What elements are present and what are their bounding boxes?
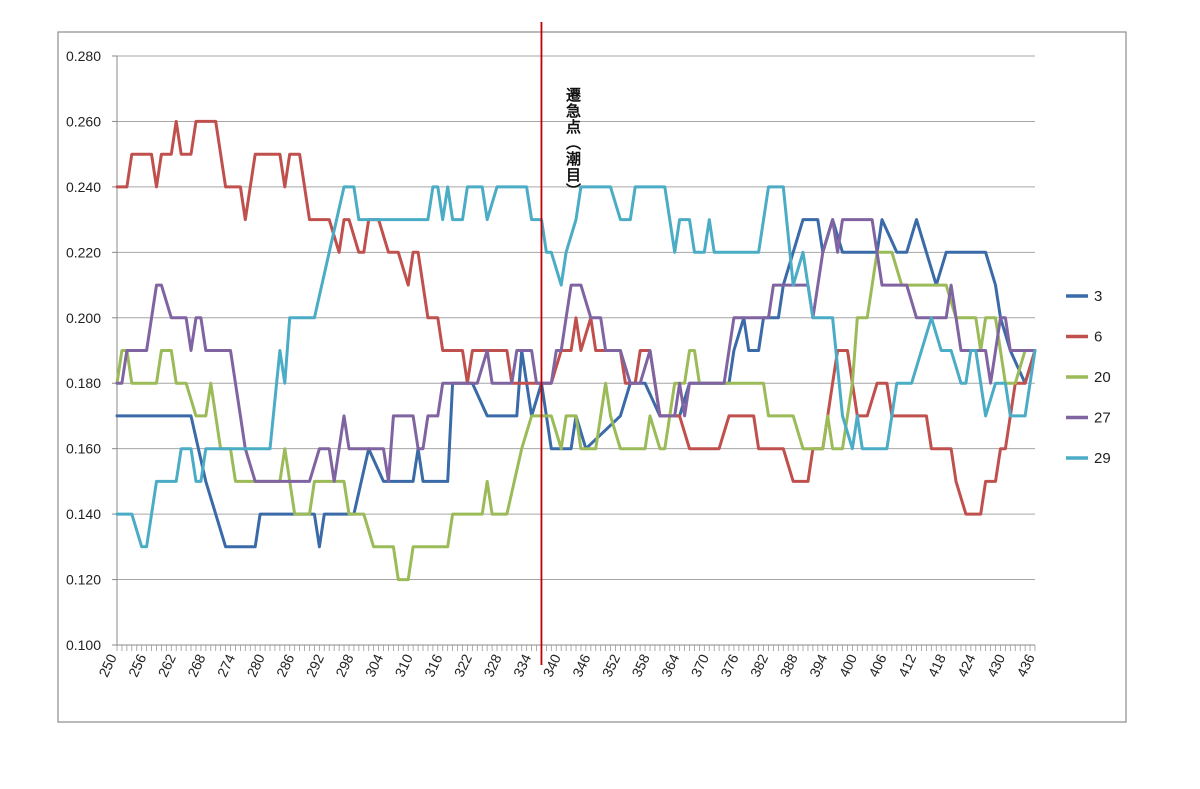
y-tick-label: 0.200: [66, 310, 101, 326]
series-line-3: [115, 218, 1037, 549]
series-line-29: [115, 185, 1037, 549]
vertical-marker-label: 遷急点︵潮目︶: [565, 86, 581, 200]
y-tick-label: 0.120: [66, 572, 101, 588]
legend-label-6: 6: [1094, 329, 1102, 346]
vline-layer: 遷急点︵潮目︶: [540, 22, 581, 665]
series-line-20: [115, 250, 1037, 582]
legend-layer: 3 6 20 27 29: [1066, 288, 1111, 467]
y-tick-label: 0.140: [66, 506, 101, 522]
series-line-6: [115, 119, 1037, 516]
y-tick-label: 0.220: [66, 244, 101, 260]
y-tick-label: 0.180: [66, 375, 101, 391]
series-line-27: [115, 218, 1037, 483]
legend-label-27: 27: [1094, 410, 1111, 427]
legend-label-29: 29: [1094, 450, 1111, 467]
y-tick-label: 0.280: [66, 48, 101, 64]
legend-label-20: 20: [1094, 369, 1111, 386]
y-tick-label: 0.160: [66, 441, 101, 457]
series-layer: [115, 119, 1037, 582]
legend-label-3: 3: [1094, 288, 1102, 305]
y-tick-label: 0.100: [66, 637, 101, 653]
y-tick-label: 0.260: [66, 113, 101, 129]
y-tick-label: 0.240: [66, 179, 101, 195]
